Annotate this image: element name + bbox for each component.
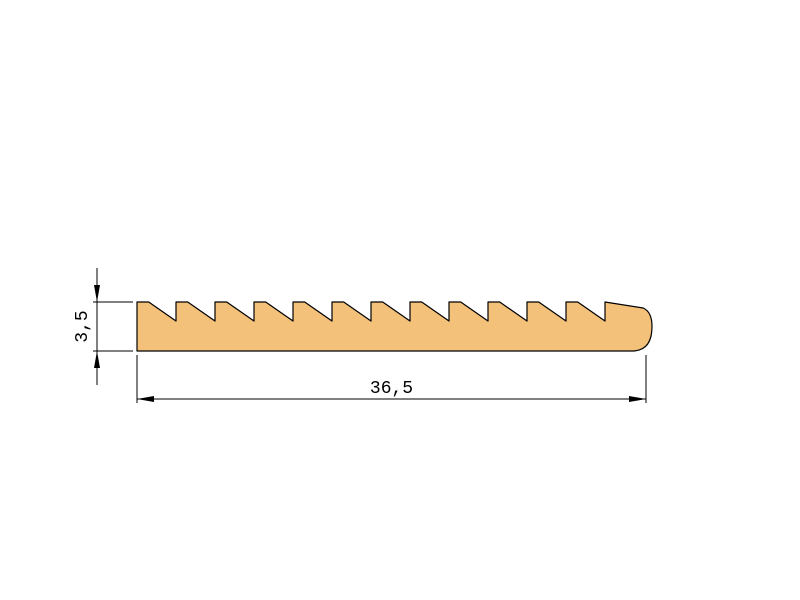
dim-arrow (137, 396, 154, 402)
dim-v-value: 3,5 (73, 310, 93, 342)
dim-arrow (629, 396, 646, 402)
profile-outline (137, 302, 652, 351)
dim-arrow (94, 351, 100, 368)
dim-h-value: 36,5 (370, 379, 413, 399)
dim-arrow (94, 285, 100, 302)
